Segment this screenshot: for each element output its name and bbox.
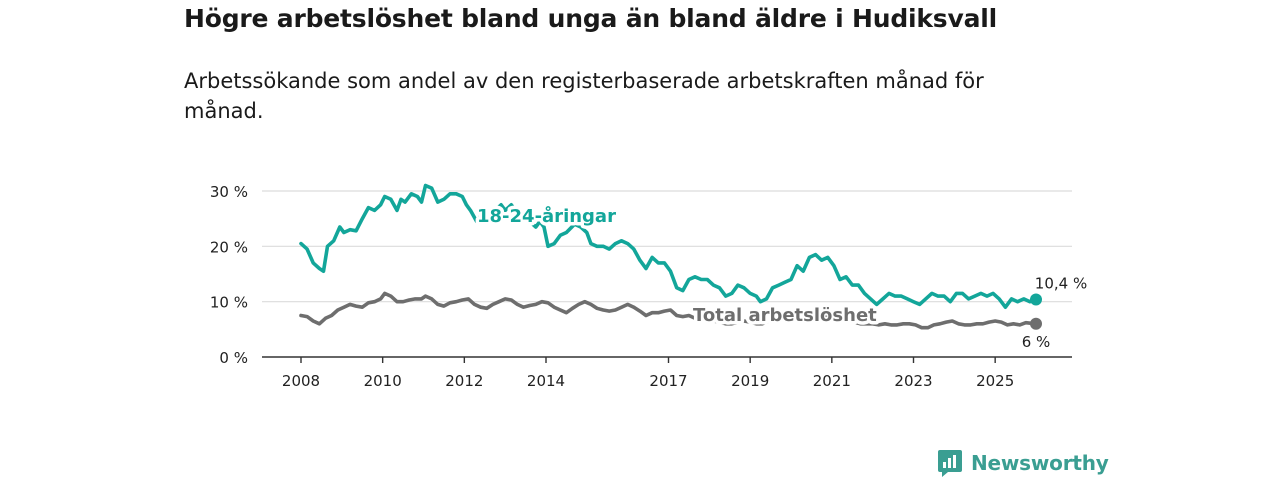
x-tick-label: 2010 [364,372,402,390]
x-tick-label: 2012 [445,372,483,390]
x-tick-label: 2008 [282,372,320,390]
chart-title: Högre arbetslöshet bland unga än bland ä… [184,4,997,33]
x-tick-label: 2019 [731,372,769,390]
y-tick-label: 10 % [210,294,248,312]
series-line-youth [299,183,1038,309]
x-tick-label: 2023 [894,372,932,390]
series-name-label-youth-halo: 18-24-åringar [477,205,616,227]
series-endpoint-youth [1030,293,1042,306]
chart-subtitle: Arbetssökande som andel av den registerb… [184,69,984,123]
series-lines [299,183,1042,330]
series-labels: 10,4 %6 %18-24-åringar18-24-åringarTotal… [474,202,1088,351]
series-endpoint-total [1030,317,1042,330]
brand-name: Newsworthy [971,451,1109,475]
axes: 0 % 10 % 20 % 30 % 2008 2010 2012 2014 2017 2019 2… [210,183,1072,390]
series-name-label-total-halo: Total arbetslöshet [693,305,877,326]
x-tick-label: 2017 [649,372,687,390]
brand-logo: Newsworthy [937,448,1109,478]
series-end-label-youth: 10,4 % [1035,274,1087,292]
y-tick-label: 20 % [210,238,248,256]
series-line-total [299,291,1038,330]
newsworthy-logo-icon [938,450,962,477]
x-tick-label: 2021 [813,372,851,390]
gridlines [262,190,1072,303]
y-tick-label: 0 % [219,349,248,367]
x-tick-label: 2014 [527,372,565,390]
series-name-label-total: Total arbetslöshet [693,305,877,326]
y-tick-label: 30 % [210,183,248,201]
series-end-label-total: 6 % [1022,333,1051,351]
series-name-label-youth: 18-24-åringar [477,205,616,227]
x-tick-label: 2025 [976,372,1014,390]
